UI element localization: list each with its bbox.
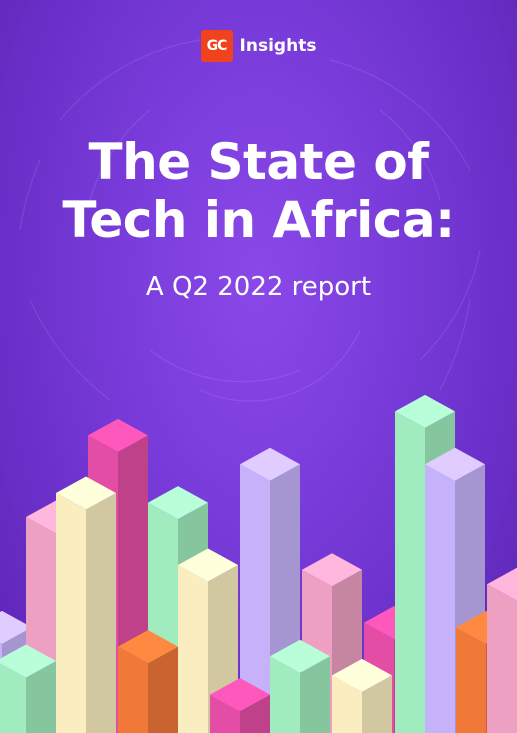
- report-title: The State of Tech in Africa:: [0, 133, 517, 249]
- title-line-1: The State of: [88, 133, 430, 191]
- report-subtitle: A Q2 2022 report: [145, 272, 372, 302]
- techcabal-logo-icon: GC: [200, 30, 233, 62]
- decorative-bar: [210, 678, 270, 733]
- brand-header: GC Insights: [0, 30, 517, 62]
- title-line-2: Tech in Africa:: [62, 191, 455, 249]
- decorative-bar: [56, 476, 116, 733]
- decorative-bar: [0, 644, 56, 733]
- decorative-bar: [118, 630, 178, 733]
- decorative-bar: [332, 658, 392, 733]
- decorative-bar: [487, 567, 517, 733]
- brand-name: Insights: [239, 36, 317, 56]
- decorative-bar: [270, 639, 330, 733]
